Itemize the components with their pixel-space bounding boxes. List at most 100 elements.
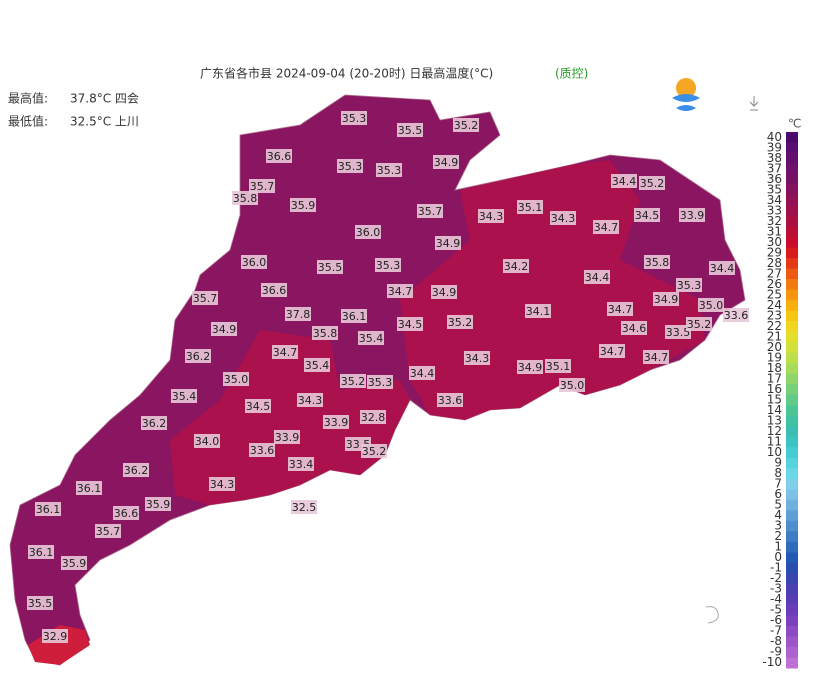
- station-label: 34.5: [246, 400, 271, 413]
- station-label-bg: [192, 291, 218, 305]
- legend-swatch: [786, 625, 798, 637]
- legend-swatch: [786, 310, 798, 322]
- station-label: 35.9: [291, 199, 316, 212]
- station-label: 35.2: [341, 375, 366, 388]
- legend-swatch: [786, 163, 798, 175]
- legend-swatch: [786, 499, 798, 511]
- station-label: 37.8: [286, 308, 311, 321]
- station-label-bg: [686, 317, 712, 331]
- legend-unit: ℃: [788, 117, 801, 131]
- station-label-bg: [341, 309, 367, 323]
- station-label-bg: [249, 443, 275, 457]
- min-label: 最低值:: [8, 114, 48, 129]
- qc-link[interactable]: (质控): [555, 67, 588, 81]
- station-label-bg: [545, 359, 571, 373]
- legend-swatch: [786, 216, 798, 228]
- legend-tick-label: 9: [774, 456, 782, 470]
- station-label: 35.7: [96, 525, 121, 538]
- station-label: 35.3: [368, 376, 393, 389]
- legend-swatch: [786, 604, 798, 616]
- station-label: 35.1: [546, 360, 571, 373]
- station-label: 34.5: [635, 209, 660, 222]
- legend-tick-label: 39: [767, 140, 782, 154]
- legend-tick-label: 3: [774, 519, 782, 533]
- station-label: 35.5: [28, 597, 53, 610]
- station-label-bg: [437, 393, 463, 407]
- station-label-bg: [417, 204, 443, 218]
- station-label: 35.7: [418, 205, 443, 218]
- station-label-bg: [35, 502, 61, 516]
- station-label-bg: [341, 111, 367, 125]
- station-label-bg: [355, 225, 381, 239]
- station-label: 34.4: [410, 367, 435, 380]
- refresh-icon[interactable]: [705, 606, 719, 624]
- station-label: 35.2: [454, 119, 479, 132]
- station-label-bg: [607, 302, 633, 316]
- station-label-bg: [550, 211, 576, 225]
- station-label: 32.8: [361, 411, 386, 424]
- station-label: 34.3: [551, 212, 576, 225]
- station-label: 34.9: [434, 156, 459, 169]
- legend-swatch: [786, 457, 798, 469]
- station-label: 36.6: [262, 284, 287, 297]
- station-label: 35.8: [233, 192, 258, 205]
- legend-tick-label: -2: [770, 571, 782, 585]
- station-label: 35.5: [318, 261, 343, 274]
- warm-region: [28, 625, 90, 665]
- legend-tick-label: 26: [767, 277, 782, 291]
- station-label-bg: [304, 358, 330, 372]
- legend-tick-label: 40: [767, 130, 782, 144]
- station-label-bg: [272, 345, 298, 359]
- legend-swatch: [786, 352, 798, 364]
- station-label: 36.1: [77, 482, 102, 495]
- station-label: 34.9: [436, 237, 461, 250]
- station-label-bg: [447, 315, 473, 329]
- station-label: 35.8: [645, 256, 670, 269]
- legend-swatch: [786, 573, 798, 585]
- legend-swatch: [786, 247, 798, 259]
- station-label-bg: [387, 284, 413, 298]
- legend-swatch: [786, 594, 798, 606]
- title: 广东省各市县 2024-09-04 (20-20时) 日最高温度(°C): [200, 66, 493, 81]
- station-label-bg: [435, 236, 461, 250]
- legend-swatch: [786, 226, 798, 238]
- legend-swatch: [786, 436, 798, 448]
- station-label-bg: [28, 545, 54, 559]
- legend-tick-label: -6: [770, 613, 782, 627]
- station-label: 34.7: [273, 346, 298, 359]
- station-label: 36.2: [186, 350, 211, 363]
- legend-tick-label: 30: [767, 235, 782, 249]
- station-label: 34.4: [710, 262, 735, 275]
- station-label-bg: [266, 149, 292, 163]
- legend-swatch: [786, 268, 798, 280]
- legend-swatch: [786, 415, 798, 427]
- station-label: 36.1: [29, 546, 54, 559]
- station-label-bg: [397, 123, 423, 137]
- station-label: 34.9: [654, 293, 679, 306]
- legend-tick-label: 29: [767, 245, 782, 259]
- station-label: 33.6: [724, 309, 749, 322]
- legend-swatch: [786, 321, 798, 333]
- station-label: 35.3: [338, 160, 363, 173]
- station-label: 36.6: [114, 507, 139, 520]
- station-label: 34.7: [608, 303, 633, 316]
- legend-swatch: [786, 132, 798, 144]
- station-label-bg: [503, 259, 529, 273]
- legend-tick-label: 19: [767, 350, 782, 364]
- warm-region: [170, 330, 410, 505]
- station-label: 36.1: [36, 503, 61, 516]
- station-label-bg: [593, 220, 619, 234]
- legend-tick-label: 12: [767, 424, 782, 438]
- station-label-bg: [639, 176, 665, 190]
- station-label-bg: [611, 174, 637, 188]
- legend-tick-label: 27: [767, 266, 782, 280]
- legend-swatch: [786, 300, 798, 312]
- station-label-bg: [478, 209, 504, 223]
- legend-swatch: [786, 636, 798, 648]
- legend-tick-label: 8: [774, 466, 782, 480]
- max-value: 37.8°C 四会: [70, 92, 139, 106]
- download-icon[interactable]: [749, 96, 759, 111]
- station-label: 34.9: [432, 286, 457, 299]
- station-label: 35.4: [172, 390, 197, 403]
